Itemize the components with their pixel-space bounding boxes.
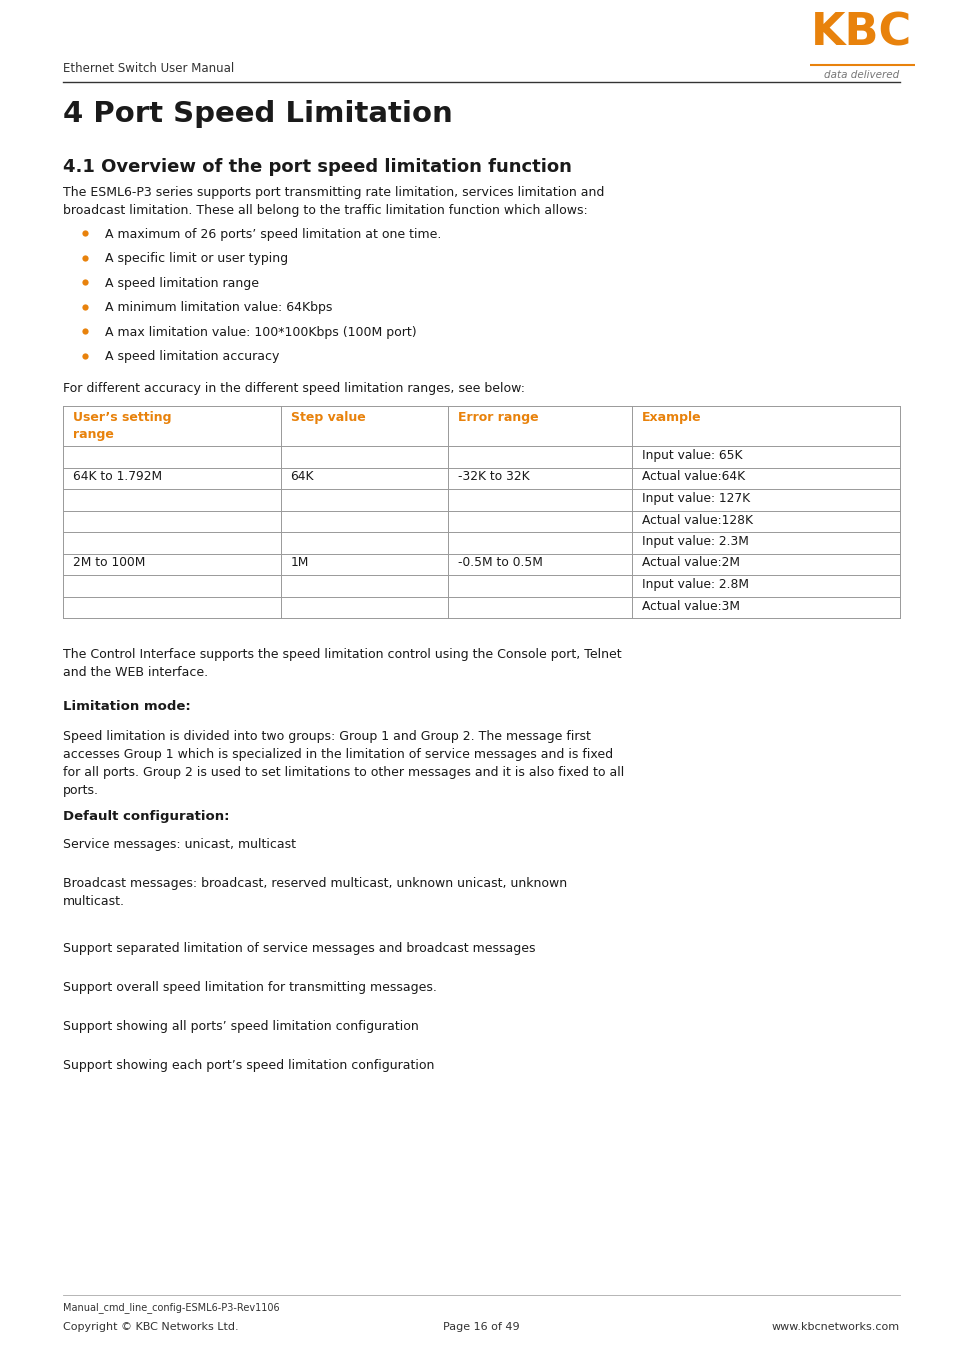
Text: Input value: 65K: Input value: 65K <box>641 450 741 462</box>
Text: KBC: KBC <box>810 12 912 55</box>
Text: Step value: Step value <box>291 410 365 424</box>
Text: Input value: 127K: Input value: 127K <box>641 491 749 505</box>
Text: Default configuration:: Default configuration: <box>63 810 230 824</box>
Text: Page 16 of 49: Page 16 of 49 <box>443 1322 519 1332</box>
Text: www.kbcnetworks.com: www.kbcnetworks.com <box>771 1322 899 1332</box>
Text: For different accuracy in the different speed limitation ranges, see below:: For different accuracy in the different … <box>63 382 524 396</box>
Text: data delivered: data delivered <box>823 70 899 80</box>
Text: A max limitation value: 100*100Kbps (100M port): A max limitation value: 100*100Kbps (100… <box>105 325 416 339</box>
Text: 64K to 1.792M: 64K to 1.792M <box>73 471 162 483</box>
Text: User’s setting
range: User’s setting range <box>73 410 172 440</box>
Text: Support overall speed limitation for transmitting messages.: Support overall speed limitation for tra… <box>63 981 436 994</box>
Text: Actual value:128K: Actual value:128K <box>641 513 752 526</box>
Text: Support separated limitation of service messages and broadcast messages: Support separated limitation of service … <box>63 942 535 954</box>
Text: Input value: 2.3M: Input value: 2.3M <box>641 535 748 548</box>
Text: A speed limitation range: A speed limitation range <box>105 277 258 290</box>
Text: Service messages: unicast, multicast: Service messages: unicast, multicast <box>63 838 295 850</box>
Text: Actual value:64K: Actual value:64K <box>641 471 744 483</box>
Text: Support showing each port’s speed limitation configuration: Support showing each port’s speed limita… <box>63 1058 434 1072</box>
Text: Example: Example <box>641 410 701 424</box>
Text: 64K: 64K <box>291 471 314 483</box>
Text: Support showing all ports’ speed limitation configuration: Support showing all ports’ speed limitat… <box>63 1021 418 1033</box>
Text: A minimum limitation value: 64Kbps: A minimum limitation value: 64Kbps <box>105 301 332 315</box>
Text: Input value: 2.8M: Input value: 2.8M <box>641 578 748 591</box>
Text: Speed limitation is divided into two groups: Group 1 and Group 2. The message fi: Speed limitation is divided into two gro… <box>63 730 623 796</box>
Text: Actual value:2M: Actual value:2M <box>641 556 740 570</box>
Text: Actual value:3M: Actual value:3M <box>641 599 740 613</box>
Text: Limitation mode:: Limitation mode: <box>63 701 191 713</box>
Text: A speed limitation accuracy: A speed limitation accuracy <box>105 351 279 363</box>
Text: 4 Port Speed Limitation: 4 Port Speed Limitation <box>63 100 453 128</box>
Text: A maximum of 26 ports’ speed limitation at one time.: A maximum of 26 ports’ speed limitation … <box>105 228 441 242</box>
Text: A specific limit or user typing: A specific limit or user typing <box>105 252 288 266</box>
Text: 2M to 100M: 2M to 100M <box>73 556 145 570</box>
Text: -32K to 32K: -32K to 32K <box>457 471 529 483</box>
Text: The Control Interface supports the speed limitation control using the Console po: The Control Interface supports the speed… <box>63 648 621 679</box>
Text: Error range: Error range <box>457 410 538 424</box>
Text: The ESML6-P3 series supports port transmitting rate limitation, services limitat: The ESML6-P3 series supports port transm… <box>63 186 604 217</box>
Text: Broadcast messages: broadcast, reserved multicast, unknown unicast, unknown
mult: Broadcast messages: broadcast, reserved … <box>63 878 566 909</box>
Text: 4.1 Overview of the port speed limitation function: 4.1 Overview of the port speed limitatio… <box>63 158 571 176</box>
Text: Copyright © KBC Networks Ltd.: Copyright © KBC Networks Ltd. <box>63 1322 238 1332</box>
Text: Ethernet Switch User Manual: Ethernet Switch User Manual <box>63 62 234 76</box>
Text: Manual_cmd_line_config-ESML6-P3-Rev1106: Manual_cmd_line_config-ESML6-P3-Rev1106 <box>63 1301 279 1314</box>
Text: -0.5M to 0.5M: -0.5M to 0.5M <box>457 556 542 570</box>
Text: 1M: 1M <box>291 556 309 570</box>
